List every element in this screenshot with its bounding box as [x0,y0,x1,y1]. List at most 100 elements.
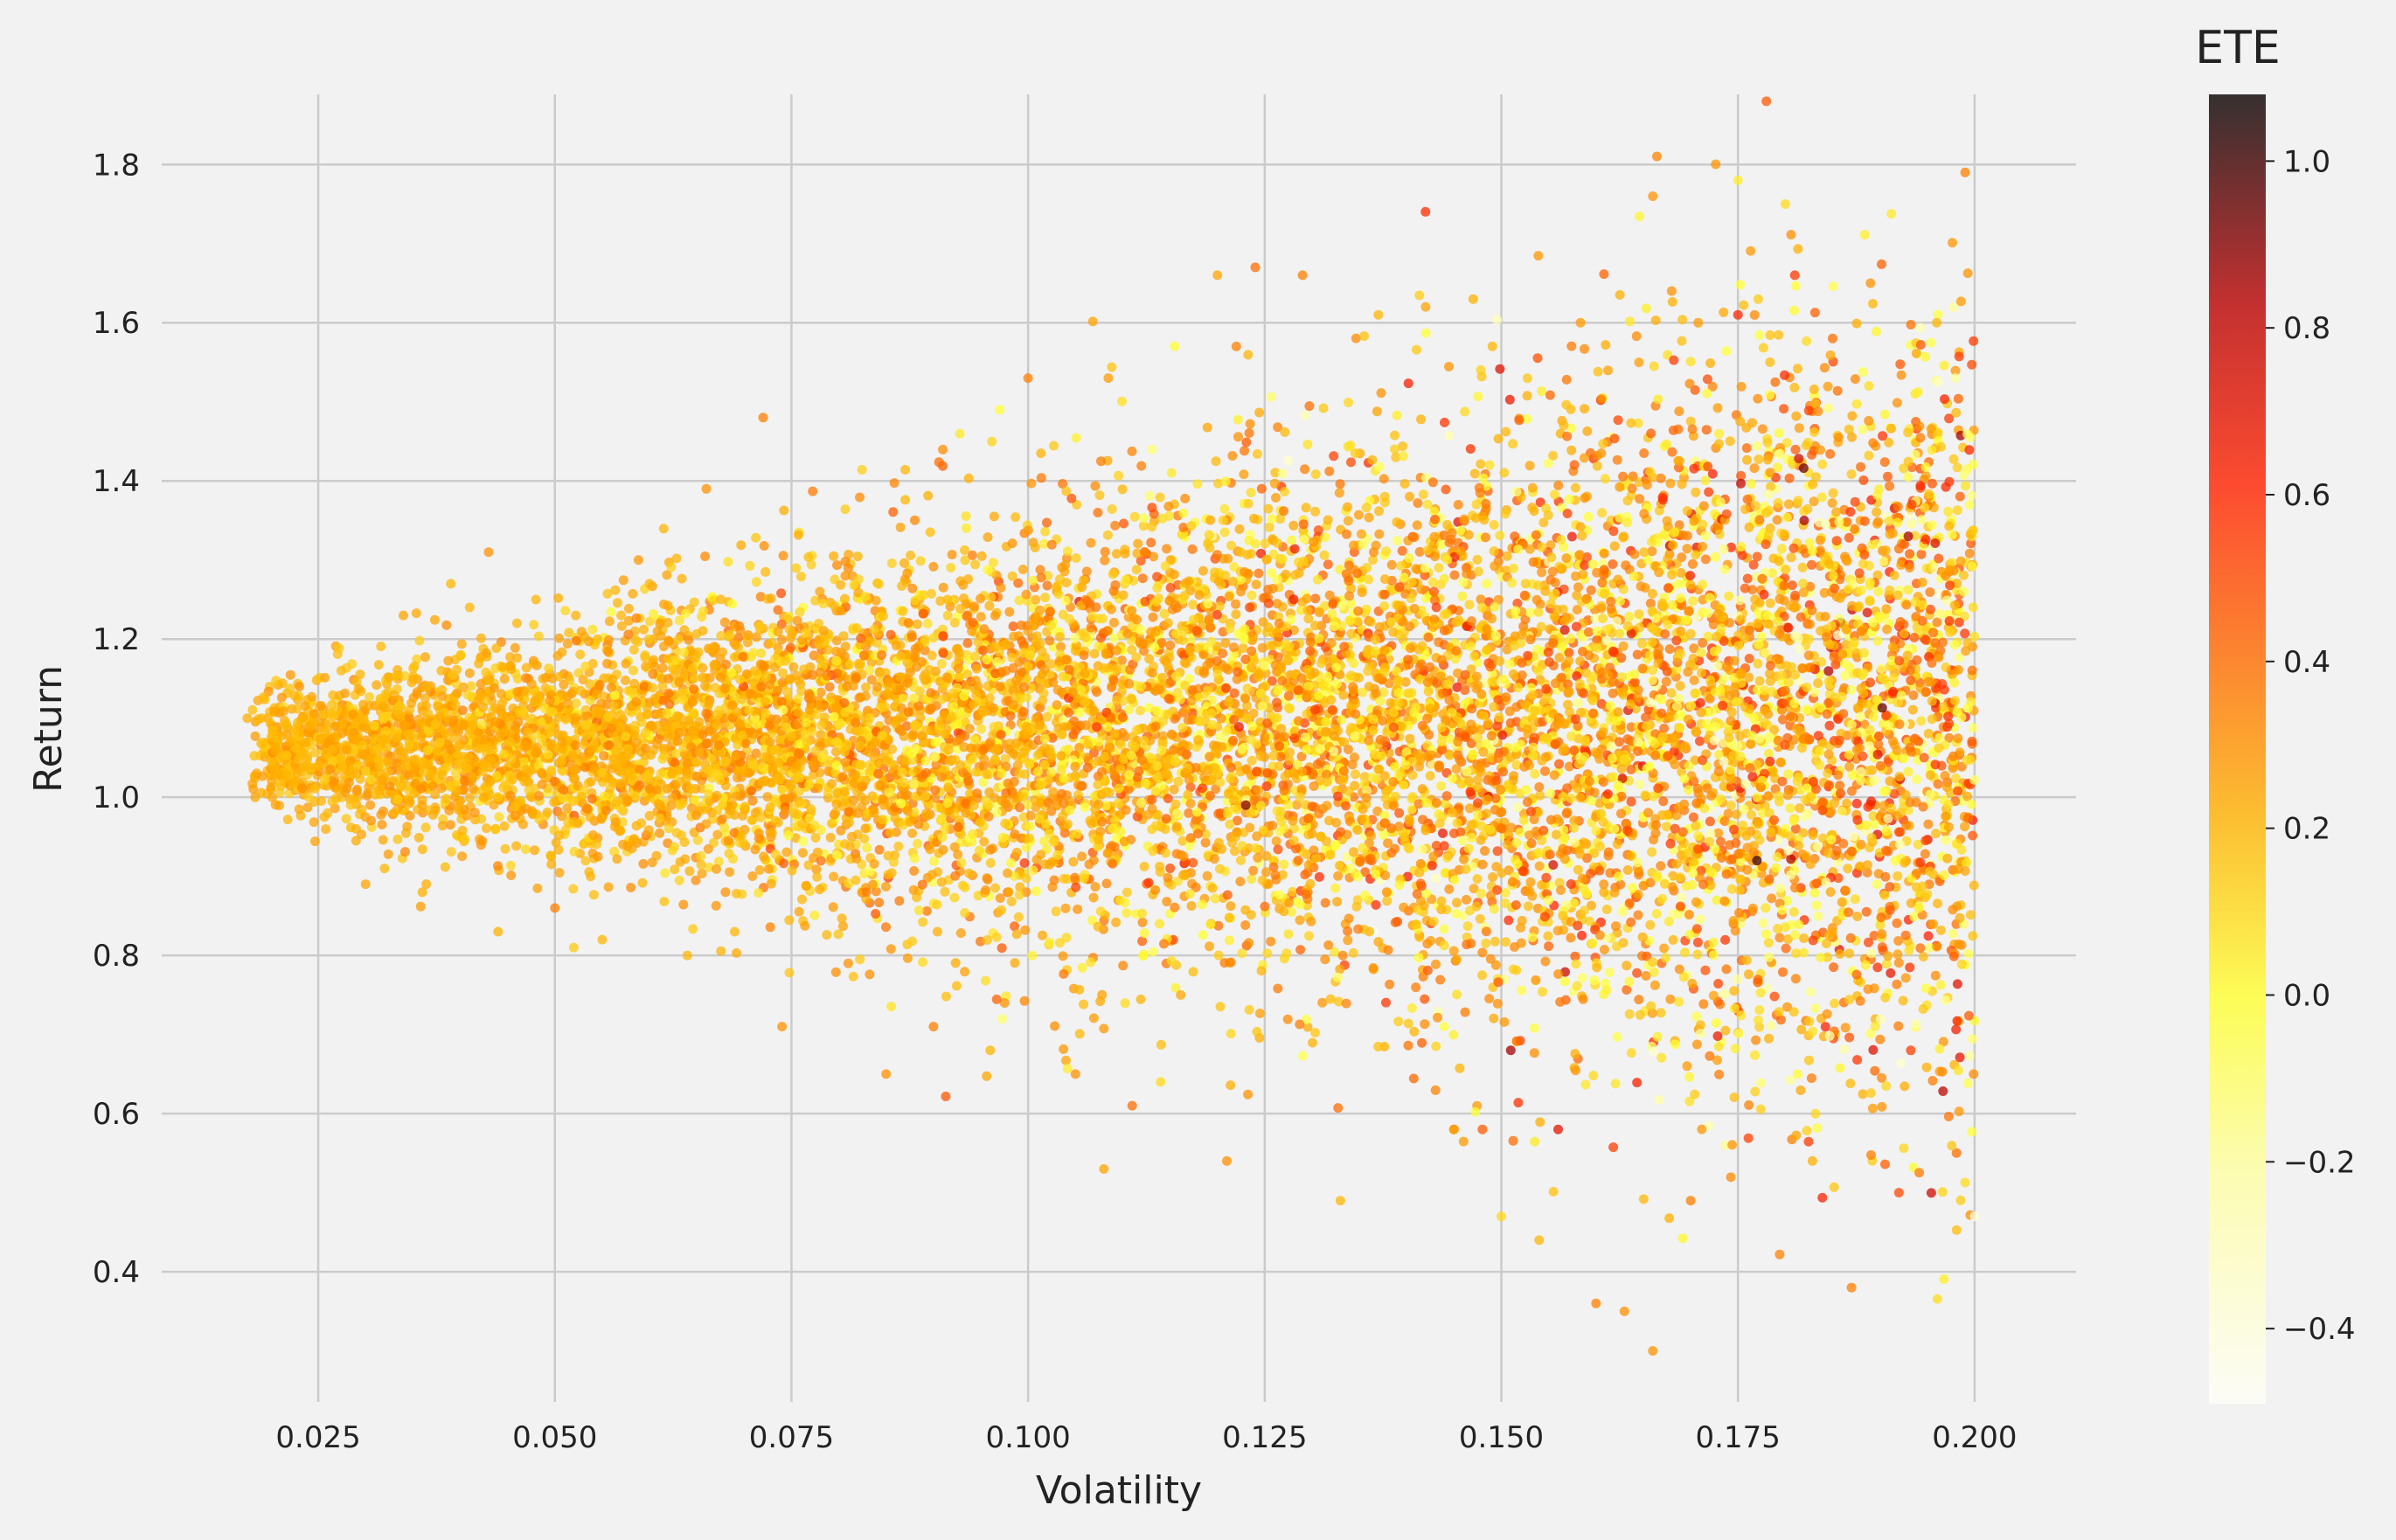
data-point [1880,409,1890,420]
data-point [274,801,284,811]
data-point [1273,422,1283,433]
data-point [662,784,672,794]
data-point [1503,839,1513,850]
data-point [1772,515,1782,525]
data-point [1177,836,1188,846]
data-point [1689,463,1699,474]
data-point [950,958,961,968]
data-point [1944,413,1955,424]
data-point [542,807,552,817]
data-point [602,658,612,669]
data-point [1317,997,1328,1008]
data-point [1495,531,1505,541]
data-point [1664,644,1675,655]
data-point [1077,962,1087,973]
data-point [1374,461,1385,472]
data-point [560,606,571,616]
data-point [1038,930,1047,940]
data-point [1832,385,1843,396]
data-point [1322,801,1332,811]
data-point [871,909,881,919]
data-point [1810,1003,1821,1014]
data-point [1155,919,1164,929]
data-point [1331,817,1342,828]
data-point [1074,1029,1085,1039]
data-point [1473,392,1483,402]
data-point [1877,1072,1887,1083]
data-point [1178,508,1189,518]
data-point [1921,1062,1932,1072]
data-point [886,558,897,568]
data-point [1625,316,1635,327]
data-point [1870,1065,1880,1076]
data-point [417,844,427,855]
data-point [1647,588,1657,599]
data-point [837,921,848,932]
data-point [1293,760,1302,770]
data-point [1872,749,1883,760]
data-point [1210,893,1220,904]
data-point [1061,1055,1071,1065]
data-point [1434,563,1444,573]
data-point [1535,1117,1545,1127]
data-point [960,967,970,977]
data-point [1862,867,1872,878]
data-point [1604,968,1615,978]
data-point [1444,884,1455,894]
data-point [1803,1136,1814,1147]
data-point [1251,579,1261,590]
data-point [1376,388,1386,399]
data-point [889,478,899,489]
data-point [844,817,855,828]
data-point [1184,841,1195,851]
data-point [1885,481,1895,491]
data-point [793,530,803,540]
data-point [1252,448,1262,459]
data-point [1013,912,1024,922]
data-point [1431,1041,1441,1051]
data-point [276,692,287,703]
data-point [923,490,934,501]
data-point [1858,475,1869,485]
data-point [1476,835,1486,845]
data-point [1599,269,1609,280]
data-point [373,660,384,670]
data-point [852,551,863,562]
data-point [754,865,765,875]
data-point [979,836,990,847]
data-point [1224,935,1234,946]
data-point [1490,936,1500,947]
data-point [1852,1055,1863,1065]
data-point [1622,961,1632,971]
data-point [606,607,616,617]
data-point [703,843,713,854]
data-point [1335,964,1345,975]
data-point [1187,544,1198,554]
data-point [1665,478,1676,489]
data-point [1819,587,1830,598]
data-point [1254,1009,1265,1018]
data-point [1865,596,1875,607]
data-point [1777,905,1788,915]
data-point [1820,1022,1830,1032]
data-point [1117,484,1128,495]
data-point [718,647,727,657]
data-point [1535,790,1545,801]
data-point [1941,995,1951,1006]
data-point [984,600,995,611]
data-point [1758,343,1768,353]
data-point [640,650,650,661]
data-point [1108,617,1119,628]
data-point [1867,1103,1878,1113]
data-point [1482,579,1492,589]
data-point [1381,997,1391,1008]
data-point [1427,577,1438,587]
data-point [476,633,486,643]
data-point [1583,511,1594,522]
data-point [951,981,962,991]
data-point [1633,910,1643,920]
data-point [827,779,837,789]
data-point [1319,550,1330,560]
data-point [829,871,839,882]
data-point [1635,779,1645,789]
